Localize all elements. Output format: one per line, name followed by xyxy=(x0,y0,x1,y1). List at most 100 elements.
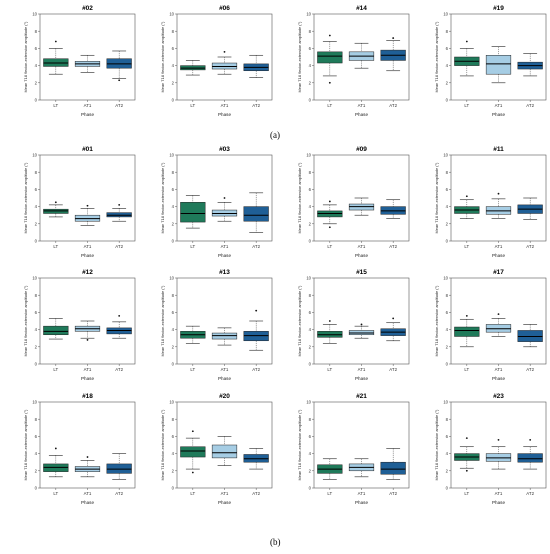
outlier-point xyxy=(465,437,468,440)
x-tick-label: AT2 xyxy=(526,103,534,108)
x-tick-label: AT2 xyxy=(526,244,534,249)
y-tick-label: 8 xyxy=(35,417,38,422)
x-tick-label: LT xyxy=(327,244,332,249)
y-tick-label: 4 xyxy=(35,63,38,68)
x-tick-label: AT2 xyxy=(252,244,260,249)
x-tick-label: AT2 xyxy=(526,491,534,496)
chart-title: #13 xyxy=(219,269,230,276)
y-axis-label: Mean T18 flexion-extension amplitude (°) xyxy=(434,409,439,481)
x-axis-label: Phase xyxy=(218,253,231,258)
x-tick-label: AT1 xyxy=(221,491,229,496)
y-tick-label: 4 xyxy=(172,204,175,209)
y-tick-label: 0 xyxy=(309,98,312,103)
y-tick-label: 2 xyxy=(446,344,449,349)
outlier-point xyxy=(86,204,89,207)
x-tick-label: LT xyxy=(190,491,195,496)
outlier-point xyxy=(328,200,331,203)
x-axis-label: Phase xyxy=(355,376,368,381)
y-axis-label: Mean T18 flexion-extension amplitude (°) xyxy=(23,162,28,234)
y-tick-label: 4 xyxy=(35,327,38,332)
y-tick-label: 6 xyxy=(446,310,449,315)
chart-title: #18 xyxy=(82,393,93,400)
y-tick-label: 4 xyxy=(446,451,449,456)
y-axis-label: Mean T18 flexion-extension amplitude (°) xyxy=(160,285,165,357)
x-tick-label: AT1 xyxy=(84,103,92,108)
x-tick-label: AT2 xyxy=(115,367,123,372)
y-tick-label: 6 xyxy=(446,187,449,192)
y-tick-label: 6 xyxy=(309,187,312,192)
outlier-point xyxy=(497,438,500,441)
y-tick-label: 0 xyxy=(172,239,175,244)
x-tick-label: AT1 xyxy=(84,491,92,496)
y-tick-label: 8 xyxy=(309,417,312,422)
x-tick-label: LT xyxy=(464,103,469,108)
chart-title: #06 xyxy=(219,5,230,12)
panel-label-a: (a) xyxy=(270,130,280,140)
box-at2 xyxy=(517,453,543,463)
x-tick-label: LT xyxy=(464,244,469,249)
y-tick-label: 4 xyxy=(172,451,175,456)
chart-title: #01 xyxy=(82,146,93,153)
outlier-point xyxy=(86,339,89,341)
outlier-point xyxy=(54,201,57,204)
y-tick-label: 10 xyxy=(32,12,37,17)
y-tick-label: 4 xyxy=(172,63,175,68)
y-tick-label: 8 xyxy=(309,293,312,298)
x-tick-label: AT2 xyxy=(526,367,534,372)
y-tick-label: 0 xyxy=(35,486,38,491)
x-axis-label: Phase xyxy=(355,253,368,258)
x-tick-label: AT2 xyxy=(389,244,397,249)
outlier-point xyxy=(328,81,331,84)
y-tick-label: 6 xyxy=(309,46,312,51)
boxplot-panel: #13 0 2 4 6 8 10 Mean T18 flexion-extension amp… xyxy=(160,269,273,381)
x-tick-label: AT1 xyxy=(84,367,92,372)
x-tick-label: AT2 xyxy=(389,103,397,108)
y-tick-label: 4 xyxy=(309,451,312,456)
x-tick-label: AT1 xyxy=(495,367,503,372)
outlier-point xyxy=(255,309,258,312)
y-tick-label: 2 xyxy=(172,221,175,226)
y-tick-label: 2 xyxy=(172,80,175,85)
y-axis-label: Mean T18 flexion-extension amplitude (°) xyxy=(297,285,302,357)
outlier-point xyxy=(191,430,194,433)
y-tick-label: 2 xyxy=(309,80,312,85)
y-tick-label: 2 xyxy=(172,344,175,349)
x-tick-label: LT xyxy=(327,491,332,496)
x-axis-label: Phase xyxy=(355,112,368,117)
chart-title: #15 xyxy=(356,269,367,276)
x-tick-label: AT1 xyxy=(358,491,366,496)
outlier-point xyxy=(191,471,194,474)
y-tick-label: 8 xyxy=(172,293,175,298)
y-tick-label: 8 xyxy=(35,293,38,298)
y-tick-label: 4 xyxy=(446,63,449,68)
boxplot-panel: #02 0 2 4 6 8 10 Mean T18 flexion-extension amp… xyxy=(23,5,136,117)
y-tick-label: 0 xyxy=(172,362,175,367)
x-tick-label: AT2 xyxy=(115,491,123,496)
y-tick-label: 6 xyxy=(172,46,175,51)
y-tick-label: 2 xyxy=(446,221,449,226)
boxplot-panel: #06 0 2 4 6 8 10 Mean T18 flexion-extension amp… xyxy=(160,5,273,117)
y-tick-label: 2 xyxy=(35,221,38,226)
y-tick-label: 6 xyxy=(172,187,175,192)
x-axis-label: Phase xyxy=(355,500,368,505)
x-tick-label: AT2 xyxy=(115,103,123,108)
chart-title: #11 xyxy=(493,146,504,153)
y-tick-label: 6 xyxy=(309,310,312,315)
y-tick-label: 8 xyxy=(35,170,38,175)
plot-frame xyxy=(313,277,410,365)
boxplot-panel: #21 0 2 4 6 8 10 Mean T18 flexion-extension amp… xyxy=(297,393,410,505)
y-tick-label: 6 xyxy=(172,310,175,315)
boxplot-panel: #11 0 2 4 6 8 10 Mean T18 flexion-extension amp… xyxy=(434,146,547,258)
x-axis-label: Phase xyxy=(81,112,94,117)
y-tick-label: 0 xyxy=(172,486,175,491)
y-axis-label: Mean T18 flexion-extension amplitude (°) xyxy=(23,21,28,93)
outlier-point xyxy=(86,456,89,458)
x-tick-label: AT1 xyxy=(358,367,366,372)
boxplot-panel: #14 0 2 4 6 8 10 Mean T18 flexion-extension amp… xyxy=(297,5,410,117)
x-tick-label: LT xyxy=(53,244,58,249)
outlier-point xyxy=(392,37,395,39)
x-tick-label: AT2 xyxy=(252,103,260,108)
chart-title: #03 xyxy=(219,146,230,153)
x-tick-label: LT xyxy=(327,103,332,108)
y-tick-label: 10 xyxy=(443,276,448,281)
